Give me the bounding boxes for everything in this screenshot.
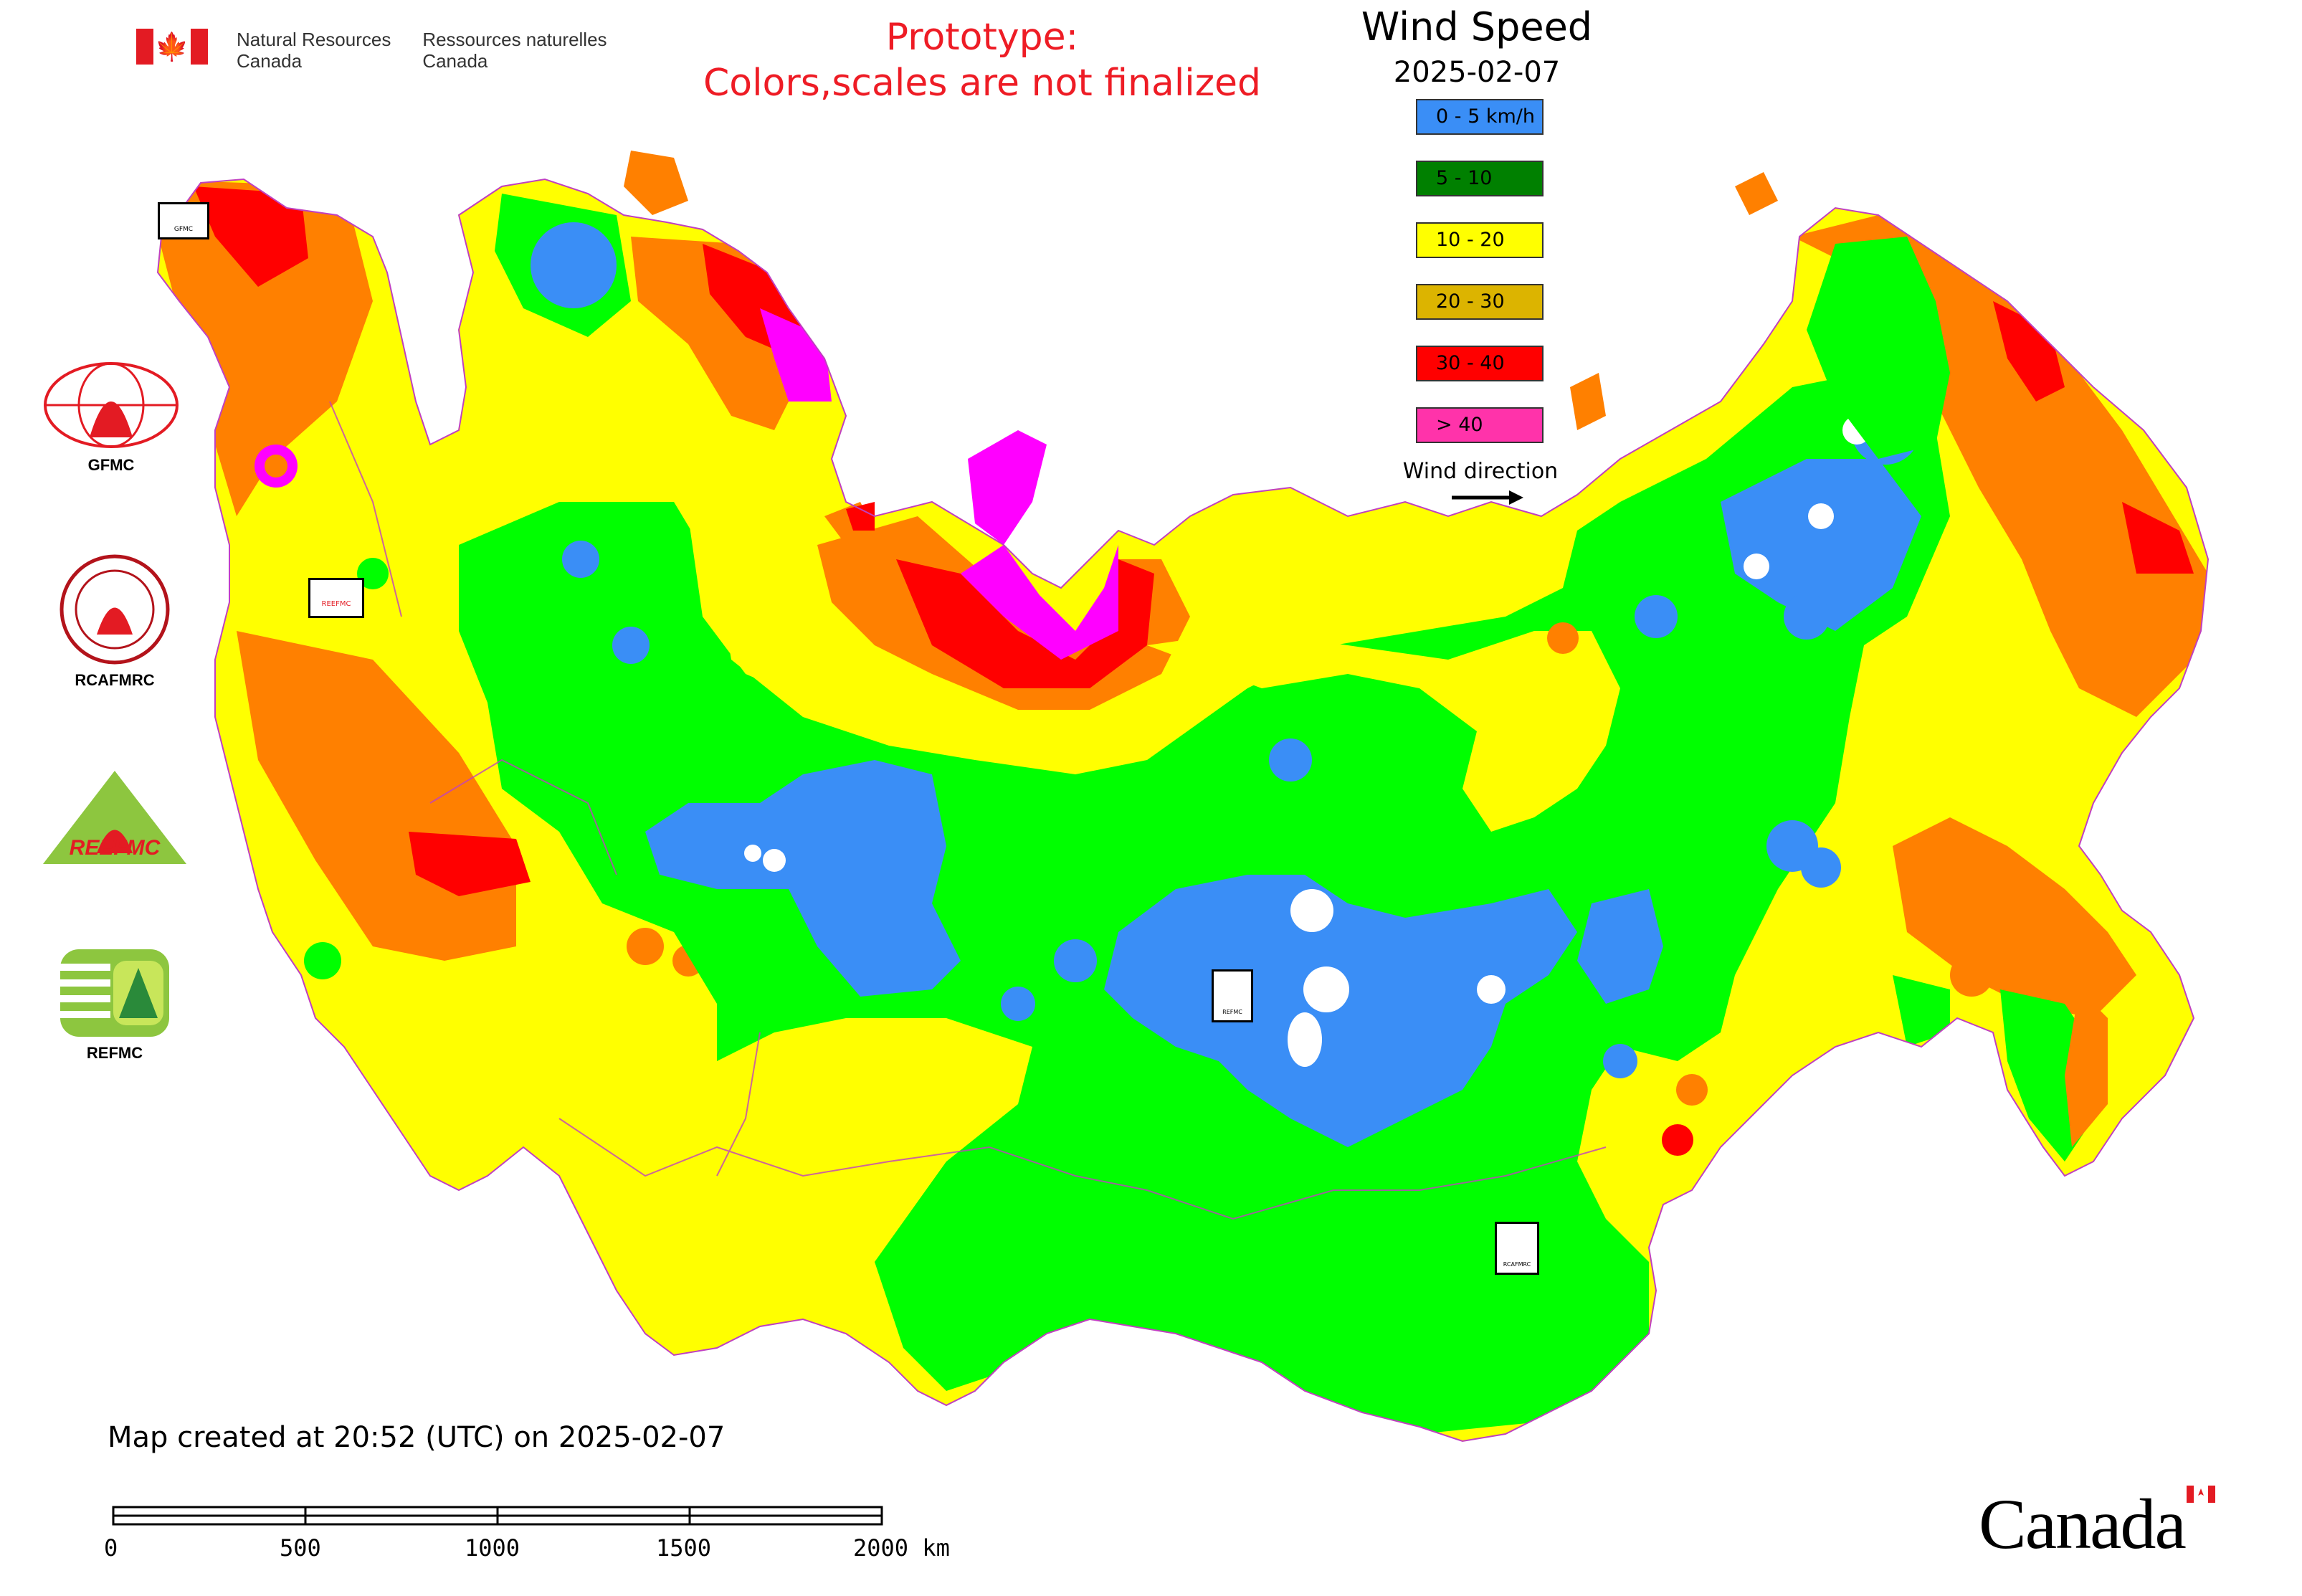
wind-direction-label: Wind direction <box>1402 459 1559 484</box>
refmc-logo: REFMC <box>57 946 172 1063</box>
scale-label-1000: 1000 <box>465 1534 520 1562</box>
scale-label-500: 500 <box>280 1534 321 1562</box>
legend-item-10-20: 10 - 20 <box>1416 222 1544 258</box>
wind-direction-arrow <box>1452 490 1523 505</box>
nrcan-signature: 🍁 Natural Resources Canada Ressources na… <box>136 29 607 72</box>
legend-date: 2025-02-07 <box>1393 56 1561 89</box>
legend-item-over-40: > 40 <box>1416 407 1544 443</box>
scale-label-2000: 2000 km <box>853 1534 950 1562</box>
rcafmrc-emblem-icon <box>60 554 170 665</box>
legend-title: Wind Speed <box>1361 4 1593 49</box>
canada-wordmark-flag-icon <box>2187 1486 2215 1503</box>
gfmc-globe-icon <box>44 362 179 448</box>
reefmc-triangle-icon <box>43 771 186 864</box>
legend-item-0-5: 0 - 5 km/h <box>1416 99 1544 135</box>
reefmc-logo: REEFMC <box>39 767 190 864</box>
prototype-notice: Prototype: Colors,scales are not finaliz… <box>703 16 1262 105</box>
legend-item-20-30: 20 - 30 <box>1416 284 1544 320</box>
legend-item-30-40: 30 - 40 <box>1416 346 1544 381</box>
department-name-fr: Ressources naturelles Canada <box>422 29 607 72</box>
scale-label-0: 0 <box>104 1534 118 1562</box>
department-name-en: Natural Resources Canada <box>237 29 391 72</box>
gfmc-logo: GFMC <box>39 358 183 475</box>
scale-bar <box>112 1506 883 1526</box>
gfmc-map-marker[interactable]: GFMC <box>158 202 209 239</box>
reefmc-map-marker[interactable]: REEFMC <box>308 578 364 618</box>
scale-label-1500: 1500 <box>656 1534 712 1562</box>
rcafmrc-logo: RCAFMRC <box>57 552 172 690</box>
rcafmrc-map-marker[interactable]: RCAFMRC <box>1495 1222 1539 1275</box>
map-created-note: Map created at 20:52 (UTC) on 2025-02-07 <box>108 1421 726 1454</box>
legend-item-5-10: 5 - 10 <box>1416 161 1544 196</box>
canada-flag-icon: 🍁 <box>136 29 208 65</box>
refmc-map-marker[interactable]: REFMC <box>1212 969 1253 1022</box>
canada-wordmark: Canada <box>1979 1483 2215 1565</box>
refmc-emblem-icon <box>60 949 169 1037</box>
